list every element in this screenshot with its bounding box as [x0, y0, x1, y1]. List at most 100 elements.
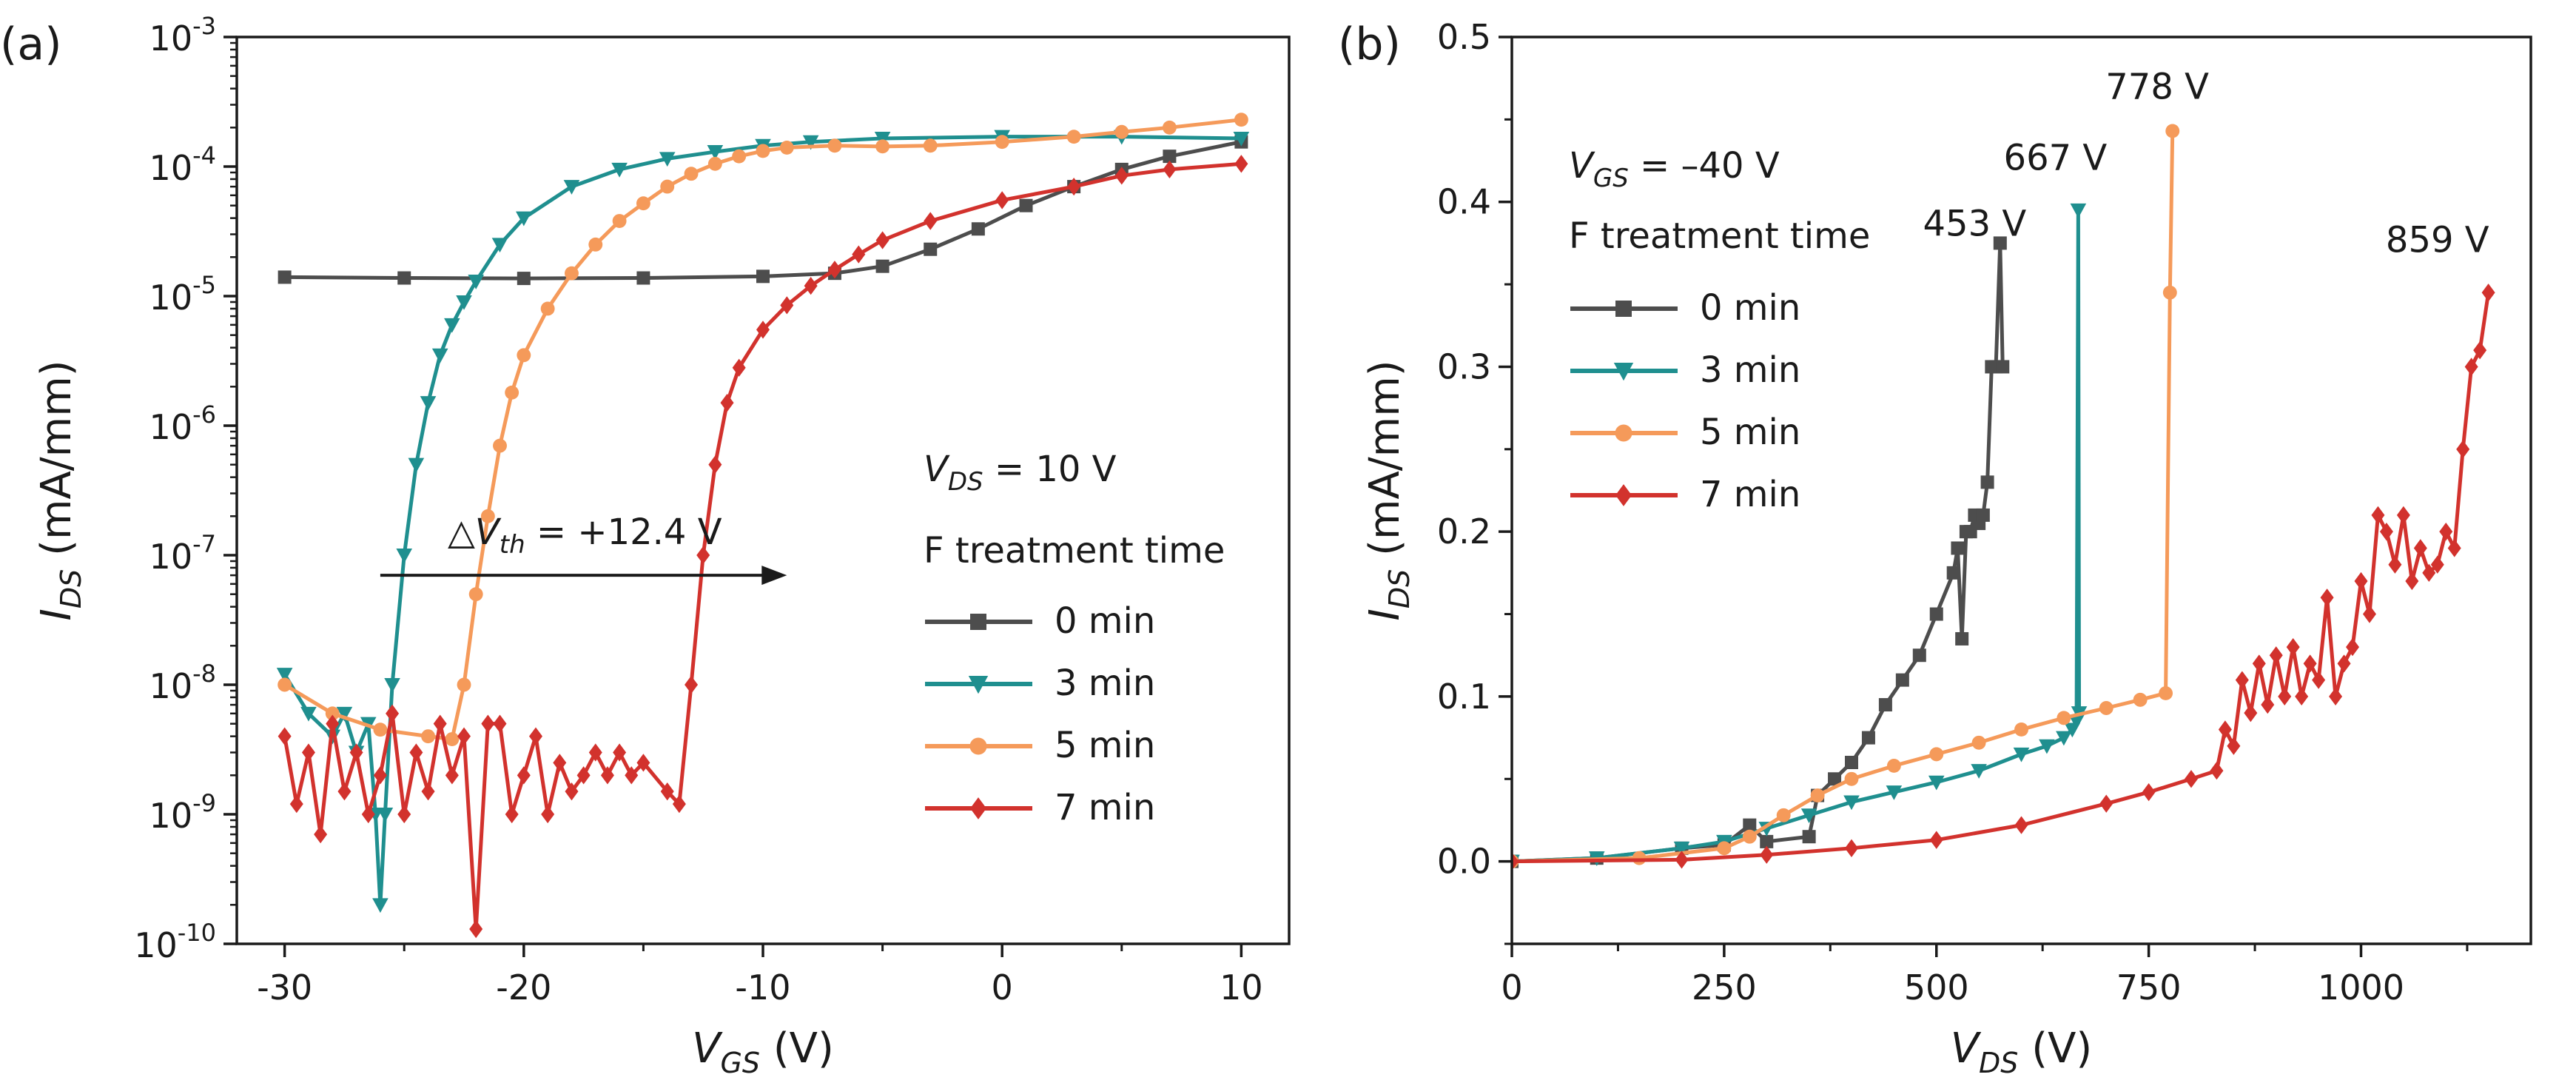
data-point — [1971, 764, 1987, 779]
data-point — [563, 180, 580, 195]
data-point — [995, 191, 1009, 209]
panel-label: (a) — [0, 19, 62, 70]
data-point — [373, 766, 387, 785]
data-point — [2210, 761, 2224, 780]
data-point — [875, 231, 890, 249]
data-point — [276, 668, 293, 683]
data-point — [2227, 737, 2241, 755]
data-point — [2405, 571, 2419, 591]
y-tick-label: 10-3 — [149, 12, 216, 58]
y-axis: 10-10 10-9 10-8 10-7 10-6 10-5 10-4 10-3 — [134, 12, 237, 965]
data-point — [278, 727, 292, 745]
series-3-min — [276, 130, 1250, 913]
data-point — [660, 179, 675, 194]
data-point — [636, 196, 650, 211]
data-point — [1162, 120, 1177, 135]
data-point — [2337, 654, 2351, 673]
data-point — [708, 455, 722, 474]
data-point — [780, 296, 794, 315]
data-point — [1976, 508, 1990, 522]
data-point — [2269, 646, 2283, 665]
condition-label: VDS = 10 V — [924, 449, 1117, 497]
data-point — [2014, 722, 2028, 737]
x-tick-label: 750 — [2116, 968, 2182, 1007]
data-point — [516, 211, 532, 227]
data-point — [2099, 701, 2113, 715]
x-tick-label: -10 — [735, 968, 790, 1007]
legend-label: 7 min — [1700, 474, 1800, 515]
legend-item-5-min: 5 min — [1570, 412, 1800, 453]
y-tick-label: 0.0 — [1437, 842, 1491, 882]
data-point — [2099, 794, 2113, 813]
legend-item-7-min: 7 min — [925, 787, 1155, 828]
data-point — [1929, 747, 1944, 762]
chart-panel-a: (a) -30 -20 -10 0 10 10-10 10-9 10-8 10-7 10-6 10-5… — [0, 12, 1291, 1079]
data-point — [1980, 475, 1994, 489]
legend-marker — [970, 797, 986, 819]
data-point — [1929, 607, 1943, 621]
series-0-min — [1512, 236, 2010, 868]
data-point — [278, 270, 292, 284]
data-point — [1828, 772, 1842, 786]
data-point — [2057, 711, 2071, 725]
data-point — [613, 743, 627, 762]
shift-arrow-head — [761, 566, 787, 586]
legend-label: 5 min — [1055, 725, 1155, 766]
data-point — [2303, 654, 2317, 673]
x-tick-label: 1000 — [2318, 968, 2404, 1007]
data-point — [707, 156, 722, 171]
legend-marker — [970, 614, 986, 630]
series-line — [283, 118, 1242, 742]
data-point — [2371, 506, 2385, 525]
data-point — [445, 732, 460, 746]
panel-label: (b) — [1338, 19, 1401, 70]
x-tick-label: -30 — [257, 968, 312, 1007]
data-point — [517, 348, 531, 363]
plot-frame — [1510, 36, 2532, 945]
data-point — [337, 782, 352, 801]
data-point — [2379, 523, 2393, 541]
series-7-min — [278, 155, 1248, 939]
data-point — [685, 675, 699, 694]
data-point — [1163, 150, 1177, 164]
legend-marker — [968, 676, 989, 694]
data-point — [1742, 829, 1757, 844]
legend-marker — [1615, 484, 1632, 506]
data-point — [397, 271, 411, 285]
data-point — [2295, 687, 2309, 706]
legend: VGS = –40 V F treatment time 0 min 3 min 5 m… — [1569, 145, 1870, 515]
data-point — [1800, 808, 1817, 824]
data-point — [1114, 167, 1129, 185]
y-tick-label: 0.1 — [1437, 677, 1491, 717]
threshold-shift-annotation: △Vth = +12.4 V — [380, 512, 787, 586]
x-tick-label: -20 — [496, 968, 551, 1007]
breakdown-voltage-label: 667 V — [2004, 137, 2108, 178]
data-point — [1843, 795, 1860, 811]
x-tick-label: 10 — [1220, 968, 1263, 1007]
data-point — [528, 727, 542, 745]
data-point — [1886, 785, 1903, 800]
y-axis-title-group: IDS (mA/mm) — [33, 360, 87, 620]
data-point — [2329, 687, 2343, 706]
data-point — [707, 145, 724, 160]
data-point — [493, 438, 507, 453]
data-point — [2056, 731, 2072, 746]
data-point — [1760, 834, 1774, 848]
data-point — [588, 237, 603, 252]
legend-marker — [1615, 301, 1632, 317]
data-point — [1844, 771, 1859, 786]
legend-label: 5 min — [1700, 412, 1800, 453]
series-5-min — [278, 113, 1248, 746]
data-point — [1234, 155, 1248, 173]
data-point — [1951, 541, 1965, 555]
data-point — [408, 457, 425, 473]
data-point — [2346, 637, 2360, 657]
legend-label: 3 min — [1055, 663, 1155, 704]
data-point — [2354, 571, 2368, 591]
y-tick-label: 10-5 — [149, 271, 216, 318]
data-point — [1996, 360, 2010, 374]
data-point — [468, 275, 484, 289]
data-point — [540, 301, 555, 316]
data-point — [301, 743, 315, 762]
data-point — [469, 919, 483, 939]
